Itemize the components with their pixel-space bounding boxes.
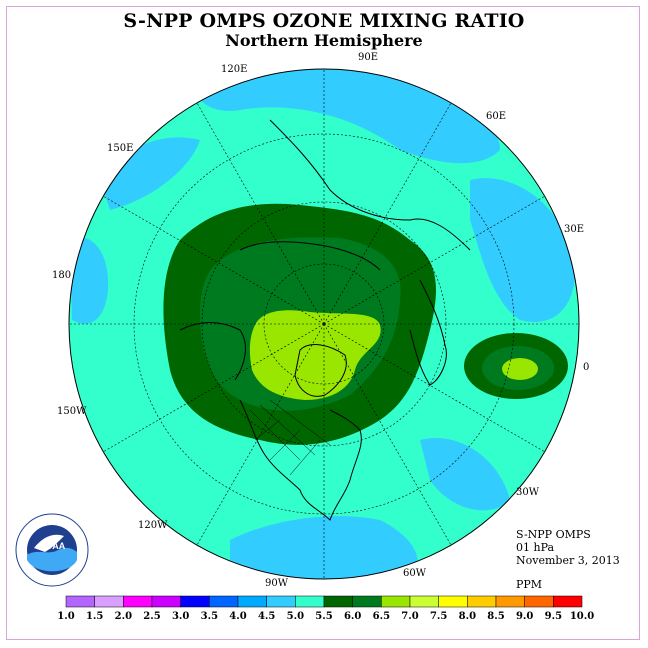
contour-6.0 bbox=[249, 310, 381, 400]
colorbar: 1.0 1.5 2.0 2.5 3.0 3.5 4.0 4.5 5.0 5.5 6.0 6.5 7.0 7… bbox=[57, 595, 594, 622]
colorbar-tick-label: 4.0 bbox=[229, 611, 246, 622]
colorbar-swatch bbox=[209, 595, 239, 608]
patch-south bbox=[230, 516, 418, 579]
colorbar-swatch bbox=[524, 595, 554, 608]
page-frame bbox=[6, 6, 640, 640]
coast-alaska bbox=[179, 322, 246, 381]
colorbar-tick-label: 2.0 bbox=[115, 611, 132, 622]
level-label: 01 hPa bbox=[516, 541, 555, 554]
map-title: S-NPP OMPS OZONE MIXING RATIO bbox=[123, 10, 525, 32]
colorbar-swatch bbox=[495, 595, 525, 608]
colorbar-swatch bbox=[123, 595, 153, 608]
colorbar-tick-label: 5.5 bbox=[315, 611, 332, 622]
colorbar-tick-label: 7.0 bbox=[401, 611, 418, 622]
us-states bbox=[249, 399, 331, 476]
colorbar-swatch bbox=[151, 595, 181, 608]
lon-label-180: 180 bbox=[52, 270, 71, 281]
patch-southeast bbox=[420, 438, 510, 511]
coast-asia bbox=[269, 119, 471, 251]
coast-greenland bbox=[294, 344, 347, 397]
lon-label-90w: 90W bbox=[265, 578, 289, 589]
colorbar-swatch bbox=[467, 595, 497, 608]
noaa-logo-text: NOAA bbox=[39, 541, 66, 551]
colorbar-tick-label: 6.0 bbox=[344, 611, 361, 622]
lon-label-30e: 30E bbox=[564, 224, 584, 235]
colorbar-tick-label: 1.5 bbox=[86, 611, 103, 622]
graticule bbox=[69, 69, 579, 579]
lon-label-120e: 120E bbox=[221, 64, 247, 75]
colorbar-tick-label: 3.5 bbox=[201, 611, 218, 622]
colorbar-swatch bbox=[94, 595, 124, 608]
colorbar-tick-label: 5.0 bbox=[287, 611, 304, 622]
colorbar-tick-label: 9.0 bbox=[516, 611, 533, 622]
colorbar-tick-label: 1.0 bbox=[57, 611, 74, 622]
colorbar-tick-label: 7.5 bbox=[430, 611, 447, 622]
max-core bbox=[502, 358, 538, 380]
colorbar-swatch bbox=[180, 595, 210, 608]
colorbar-tick-label: 6.5 bbox=[373, 611, 390, 622]
hemisphere-outline bbox=[68, 68, 580, 580]
colorbar-tick-label: 3.0 bbox=[172, 611, 189, 622]
colorbar-swatch bbox=[409, 595, 439, 608]
instrument-label: S-NPP OMPS bbox=[516, 528, 591, 541]
colorbar-swatch bbox=[381, 595, 411, 608]
map-subtitle: Northern Hemisphere bbox=[225, 31, 423, 50]
colorbar-swatch bbox=[352, 595, 382, 608]
ozone-field bbox=[69, 69, 579, 579]
colorbar-swatch bbox=[65, 595, 95, 608]
lon-label-90e: 90E bbox=[358, 52, 378, 63]
colorbar-tick-label: 10.0 bbox=[570, 611, 594, 622]
patch-west bbox=[70, 237, 109, 324]
noaa-logo: NOAA bbox=[15, 513, 89, 587]
date-label: November 3, 2013 bbox=[516, 554, 620, 567]
colorbar-swatch bbox=[266, 595, 296, 608]
colorbar-tick-label: 8.5 bbox=[487, 611, 504, 622]
lon-label-60e: 60E bbox=[486, 111, 506, 122]
coast-north-america bbox=[239, 399, 362, 521]
colorbar-tick-label: 2.5 bbox=[143, 611, 160, 622]
colorbar-swatch bbox=[323, 595, 353, 608]
units-label: PPM bbox=[516, 578, 543, 591]
coast-siberia bbox=[239, 241, 381, 271]
colorbar-swatch bbox=[295, 595, 325, 608]
lon-label-150e: 150E bbox=[107, 143, 133, 154]
colorbar-swatch bbox=[438, 595, 468, 608]
colorbar-tick-label: 4.5 bbox=[258, 611, 275, 622]
coastlines bbox=[179, 119, 471, 521]
lon-label-120w: 120W bbox=[138, 520, 168, 531]
colorbar-swatch bbox=[553, 595, 583, 608]
colorbar-tick-label: 8.0 bbox=[459, 611, 476, 622]
lon-label-30w: 30W bbox=[516, 487, 540, 498]
lon-label-0: 0 bbox=[583, 362, 589, 373]
colorbar-swatch bbox=[237, 595, 267, 608]
lon-label-150w: 150W bbox=[57, 406, 87, 417]
patch-east bbox=[470, 178, 576, 322]
coast-europe bbox=[409, 279, 447, 386]
lon-label-60w: 60W bbox=[403, 568, 427, 579]
colorbar-tick-label: 9.5 bbox=[545, 611, 562, 622]
